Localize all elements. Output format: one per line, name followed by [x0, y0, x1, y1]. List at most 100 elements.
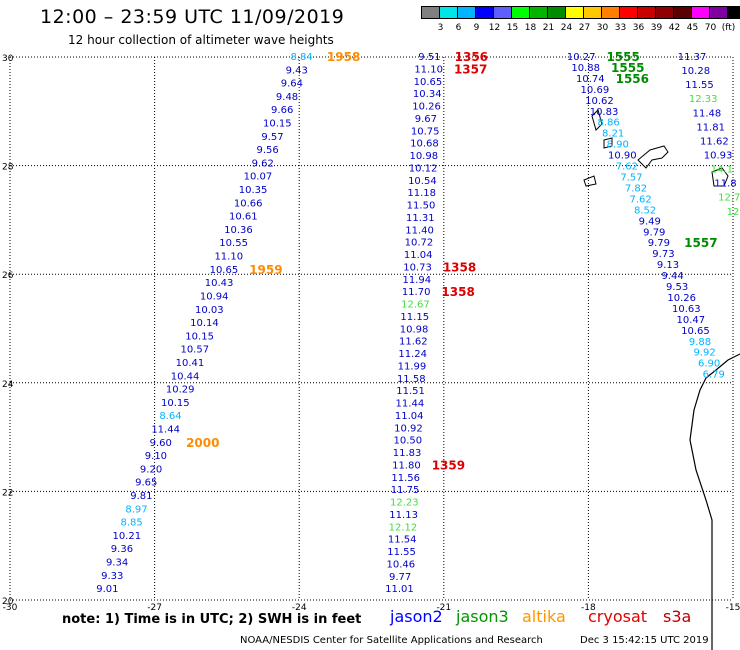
scale-label: 12 [488, 23, 501, 33]
pass-time-label: 1359 [432, 458, 465, 472]
lat-tick-label: 30 [2, 54, 14, 64]
wave-height-label: 9.92 [693, 348, 715, 359]
scale-label: 36 [632, 23, 645, 33]
wave-height-label: 11.44 [151, 424, 180, 435]
wave-height-label: 7.62 [616, 162, 638, 173]
timestamp-text: Dec 3 15:42:15 UTC 2019 [580, 635, 709, 646]
wave-height-label: 8.21 [602, 129, 624, 140]
wave-height-label: 10.88 [571, 63, 600, 74]
wave-height-label: 11.10 [214, 252, 243, 263]
wave-height-label: 12.7 [718, 193, 740, 204]
island-tenerife [637, 145, 669, 169]
wave-height-label: 11.40 [405, 225, 434, 236]
wave-height-label: 9.43 [286, 65, 308, 76]
scale-label: 33 [614, 23, 627, 33]
wave-height-label: 11.01 [385, 584, 414, 595]
wave-height-label: 11.56 [391, 473, 420, 484]
grid-lines [9, 56, 734, 601]
wave-height-label: 7.62 [629, 194, 651, 205]
island-la-palma [591, 109, 603, 131]
wave-height-label: 10.21 [112, 531, 141, 542]
wave-height-label: 11.70 [402, 287, 431, 298]
wave-height-label: 9.64 [281, 79, 303, 90]
wave-height-label: 9.62 [252, 158, 274, 169]
wave-height-label: 9.67 [415, 114, 437, 125]
wave-height-label: 9.77 [389, 572, 411, 583]
legend-note: note: 1) Time is in UTC; 2) SWH is in fe… [62, 612, 362, 627]
wave-height-label: 11.75 [391, 485, 420, 496]
wave-height-label: 9.65 [135, 478, 157, 489]
wave-height-label: 9.66 [271, 105, 293, 116]
wave-height-label: 10.26 [667, 293, 696, 304]
island-la-gomera [603, 137, 613, 149]
wave-height-label: 7.57 [620, 172, 642, 183]
wave-height-label: 10.12 [409, 163, 438, 174]
wave-height-label: 11.51 [396, 386, 425, 397]
wave-height-label: 9.57 [261, 132, 283, 143]
wave-height-label: 8.64 [159, 411, 181, 422]
wave-height-label: 9.20 [140, 464, 162, 475]
wave-height-label: 11.44 [396, 399, 425, 410]
lon-tick-label: -18 [581, 603, 596, 613]
wave-height-label: 8.90 [607, 140, 629, 151]
wave-height-label: 10.15 [263, 119, 292, 130]
wave-height-label: 8.86 [597, 118, 619, 129]
wave-height-label: 11.55 [387, 547, 416, 558]
wave-height-label: 10.14 [190, 318, 219, 329]
scale-label: 39 [650, 23, 663, 33]
wave-height-label: 10.75 [411, 126, 440, 137]
wave-height-label: 12 [727, 207, 740, 218]
lon-tick-label: -21 [436, 603, 451, 613]
wave-height-label: 11.80 [392, 460, 421, 471]
wave-height-label: 11.31 [406, 213, 435, 224]
wave-height-label: 12.67 [401, 300, 430, 311]
scale-label: 45 [686, 23, 699, 33]
wave-height-label: 11.55 [685, 80, 714, 91]
wave-height-label: 10.29 [166, 385, 195, 396]
wave-height-label: 11.94 [403, 275, 432, 286]
wave-height-label: 10.61 [229, 212, 258, 223]
wave-height-label: 10.26 [412, 102, 441, 113]
wave-height-label: 6.90 [698, 359, 720, 370]
wave-height-label: 9.34 [106, 558, 128, 569]
wave-height-label: 12.33 [689, 94, 718, 105]
wave-height-label: 11.62 [399, 337, 428, 348]
wave-height-label: 11.37 [678, 52, 707, 63]
scale-label: 15 [506, 23, 519, 33]
scale-label: 24 [560, 23, 573, 33]
wave-height-label: 10.15 [161, 398, 190, 409]
scale-label: 21 [542, 23, 555, 33]
wave-height-label: 10.36 [224, 225, 253, 236]
wave-height-label: 9.73 [652, 249, 674, 260]
wave-height-label: 10.55 [219, 238, 248, 249]
wave-height-label: 10.68 [410, 139, 439, 150]
wave-height-label: 10.94 [200, 291, 229, 302]
wave-height-label: 11.54 [388, 535, 417, 546]
wave-height-label: 8.85 [121, 518, 143, 529]
wave-height-label: 11.04 [395, 411, 424, 422]
wave-height-label: 10.74 [576, 74, 605, 85]
wave-height-label: 10.65 [414, 77, 443, 88]
legend-item-jason2: jason2 [390, 607, 443, 626]
wave-height-label: 10.54 [408, 176, 437, 187]
lon-tick-label: -15 [726, 603, 740, 613]
coastline [583, 109, 740, 650]
wave-height-label: 10.28 [681, 66, 710, 77]
wave-height-label: 10.98 [400, 324, 429, 335]
wave-height-label: 12.23 [390, 498, 419, 509]
legend-item-altika: altika [522, 607, 566, 626]
wave-height-label: 10.50 [393, 436, 422, 447]
wave-height-label: 8.97 [125, 504, 147, 515]
wave-height-label: 10.72 [405, 238, 434, 249]
scale-label: 70 [704, 23, 717, 33]
wave-height-label: 10.98 [409, 151, 438, 162]
wave-height-label: 11.99 [398, 361, 427, 372]
wave-height-label: 10.41 [176, 358, 205, 369]
scale-label: 30 [596, 23, 609, 33]
map-subtitle: 12 hour collection of altimeter wave hei… [68, 33, 334, 47]
wave-height-label: 10.47 [677, 315, 706, 326]
pass-time-label: 1555 [611, 61, 644, 75]
wave-height-label: 10.15 [185, 331, 214, 342]
wave-height-label: 8.52 [634, 205, 656, 216]
wave-height-label: 9.01 [96, 584, 118, 595]
